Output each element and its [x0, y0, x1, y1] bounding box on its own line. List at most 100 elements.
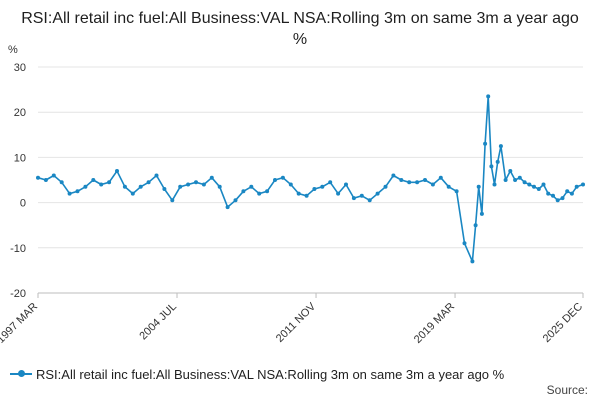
y-tick-label: -10	[10, 243, 26, 255]
data-point	[536, 187, 541, 191]
data-point	[498, 144, 503, 149]
data-point	[249, 184, 254, 189]
data-point	[495, 159, 500, 164]
x-tick-label: 2011 NOV	[274, 300, 319, 345]
data-point	[399, 178, 404, 182]
legend-swatch	[10, 368, 32, 380]
data-point	[217, 184, 222, 189]
grid-lines	[38, 66, 583, 294]
data-point	[574, 184, 579, 189]
data-point	[555, 198, 560, 203]
data-point	[91, 178, 96, 182]
y-tick-label: 10	[14, 152, 26, 164]
data-point	[273, 178, 277, 182]
data-point	[517, 175, 522, 180]
y-tick-label: 30	[14, 62, 26, 74]
data-point	[551, 193, 555, 198]
data-point	[51, 173, 56, 178]
source-label: Source:	[546, 383, 588, 397]
data-point	[367, 198, 372, 203]
data-point	[154, 173, 159, 178]
y-axis-unit-label: %	[8, 44, 18, 56]
x-tick-label: 2025 DEC	[541, 301, 585, 345]
data-point	[503, 178, 508, 182]
x-tick-label: 2004 JUL	[137, 301, 179, 343]
data-point	[280, 175, 285, 180]
data-point	[454, 189, 459, 194]
data-point	[473, 223, 478, 228]
y-tick-labels: 30 20 10 0 -10 -20	[10, 62, 26, 300]
data-point	[351, 196, 356, 201]
data-point	[320, 184, 325, 189]
data-point	[122, 184, 127, 189]
data-point	[527, 182, 532, 187]
data-point	[75, 189, 80, 194]
data-point	[430, 182, 435, 187]
data-point	[225, 205, 230, 210]
data-point	[138, 184, 143, 189]
data-point	[486, 94, 491, 99]
data-point	[492, 182, 497, 187]
data-point	[194, 180, 198, 185]
data-point	[162, 187, 167, 191]
data-point	[569, 191, 574, 196]
data-point	[288, 182, 293, 187]
data-point	[391, 173, 396, 178]
data-point	[541, 182, 546, 187]
data-point	[178, 184, 183, 189]
data-point	[170, 198, 175, 203]
legend-dot	[18, 370, 25, 377]
data-point	[312, 187, 317, 191]
y-tick-label: -20	[10, 288, 26, 300]
data-point	[415, 180, 420, 185]
data-point	[476, 184, 481, 189]
data-point	[383, 184, 388, 189]
x-tick-label: 1997 MAR	[0, 301, 40, 346]
data-point	[560, 196, 565, 201]
legend-label: RSI:All retail inc fuel:All Business:VAL…	[36, 366, 505, 382]
data-point	[470, 259, 475, 264]
data-point	[130, 191, 135, 196]
data-point	[375, 191, 380, 196]
data-point	[462, 241, 467, 246]
x-axis: 1997 MAR 2004 JUL 2011 NOV 2019 MAR 2025 DEC	[0, 292, 585, 346]
data-point	[186, 182, 191, 187]
data-point	[344, 182, 348, 187]
data-point	[209, 175, 214, 180]
data-point	[83, 184, 88, 189]
data-point	[36, 175, 40, 180]
data-point	[522, 180, 527, 185]
series-line	[37, 95, 584, 263]
series-layer	[36, 94, 585, 264]
data-point	[483, 141, 488, 146]
data-point	[99, 182, 104, 187]
data-point	[146, 180, 151, 185]
data-point	[241, 189, 246, 194]
data-point	[328, 180, 333, 185]
data-point	[257, 191, 262, 196]
x-tick-label: 2019 MAR	[412, 301, 457, 346]
data-point	[438, 175, 443, 180]
data-point	[489, 164, 494, 169]
data-point	[446, 184, 451, 189]
data-point	[233, 198, 238, 203]
data-point	[59, 180, 64, 185]
data-point	[107, 180, 112, 185]
data-point	[265, 189, 270, 194]
data-point	[532, 184, 536, 189]
y-tick-label: 20	[14, 107, 26, 119]
data-point	[304, 193, 309, 198]
data-point	[336, 191, 341, 196]
chart-title: RSI:All retail inc fuel:All Business:VAL…	[21, 10, 579, 48]
data-point	[581, 182, 585, 187]
legend[interactable]: RSI:All retail inc fuel:All Business:VAL…	[10, 366, 504, 382]
data-point	[513, 178, 518, 182]
data-point	[508, 169, 513, 173]
data-point	[407, 180, 412, 185]
data-point	[546, 191, 551, 196]
data-point	[43, 178, 48, 182]
data-point	[479, 211, 484, 216]
data-point	[423, 178, 427, 182]
data-point	[201, 182, 206, 187]
